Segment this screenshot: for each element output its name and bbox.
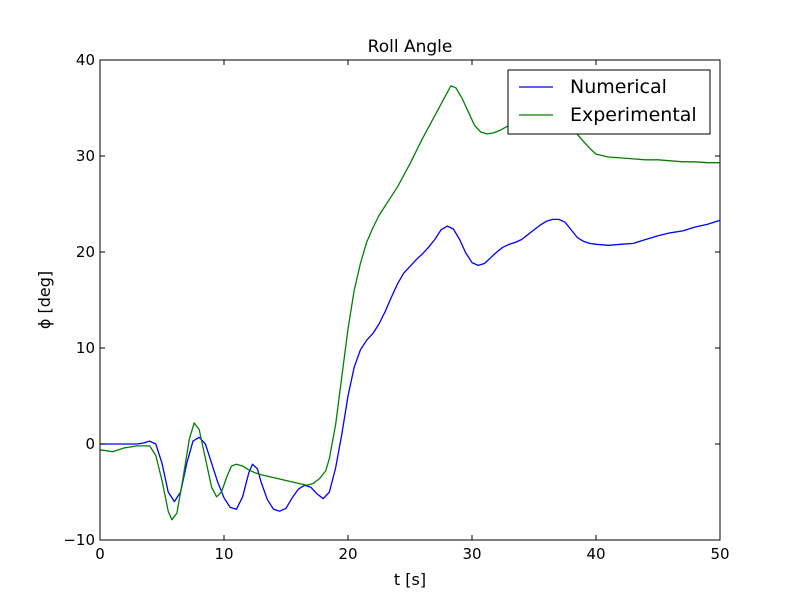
legend-label-experimental: Experimental — [570, 104, 697, 126]
series-layer — [100, 85, 720, 521]
x-tick-label: 50 — [710, 545, 729, 563]
y-tick-label: 40 — [76, 51, 95, 69]
legend-label-numerical: Numerical — [570, 76, 667, 98]
legend-box — [507, 69, 711, 135]
x-tick-label: 40 — [586, 545, 605, 563]
series-line-numerical — [100, 218, 720, 512]
series-line-experimental — [100, 85, 720, 521]
chart-title: Roll Angle — [368, 37, 453, 57]
y-tick-label: 20 — [76, 243, 95, 261]
x-tick-label: 30 — [462, 545, 481, 563]
plot-frame — [99, 59, 721, 541]
y-axis-label: ϕ [deg] — [35, 271, 54, 329]
y-tick-label: 0 — [85, 435, 95, 453]
x-axis-ticks: 0 10 20 30 40 50 — [95, 60, 730, 563]
legend: Numerical Experimental — [507, 69, 711, 135]
x-tick-label: 20 — [338, 545, 357, 563]
x-tick-label: 10 — [214, 545, 233, 563]
y-axis-ticks: −10 0 10 20 30 40 — [63, 51, 720, 549]
x-axis-label: t [s] — [394, 570, 426, 589]
y-tick-label: 30 — [76, 147, 95, 165]
x-tick-label: 0 — [95, 545, 105, 563]
y-tick-label: 10 — [76, 339, 95, 357]
y-tick-label: −10 — [63, 531, 95, 549]
